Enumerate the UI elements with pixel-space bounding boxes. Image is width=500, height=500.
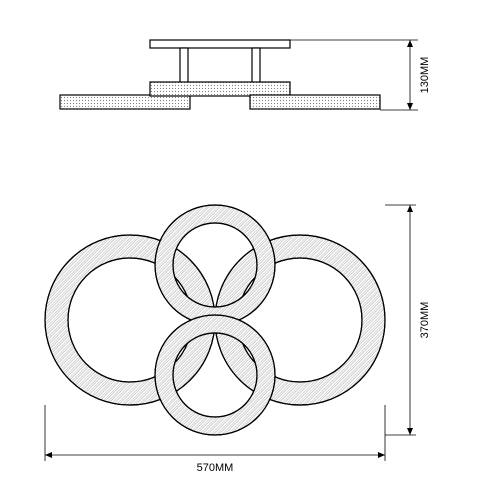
side-ring-band-2	[250, 95, 380, 109]
dim-label-130: 130MM	[419, 57, 431, 94]
dim-label-370: 370MM	[419, 302, 431, 339]
dim-label-570: 570MM	[197, 462, 234, 474]
side-ring-band-0	[60, 95, 190, 109]
side-ring-band-1	[150, 82, 290, 96]
side-base-plate	[150, 40, 290, 48]
